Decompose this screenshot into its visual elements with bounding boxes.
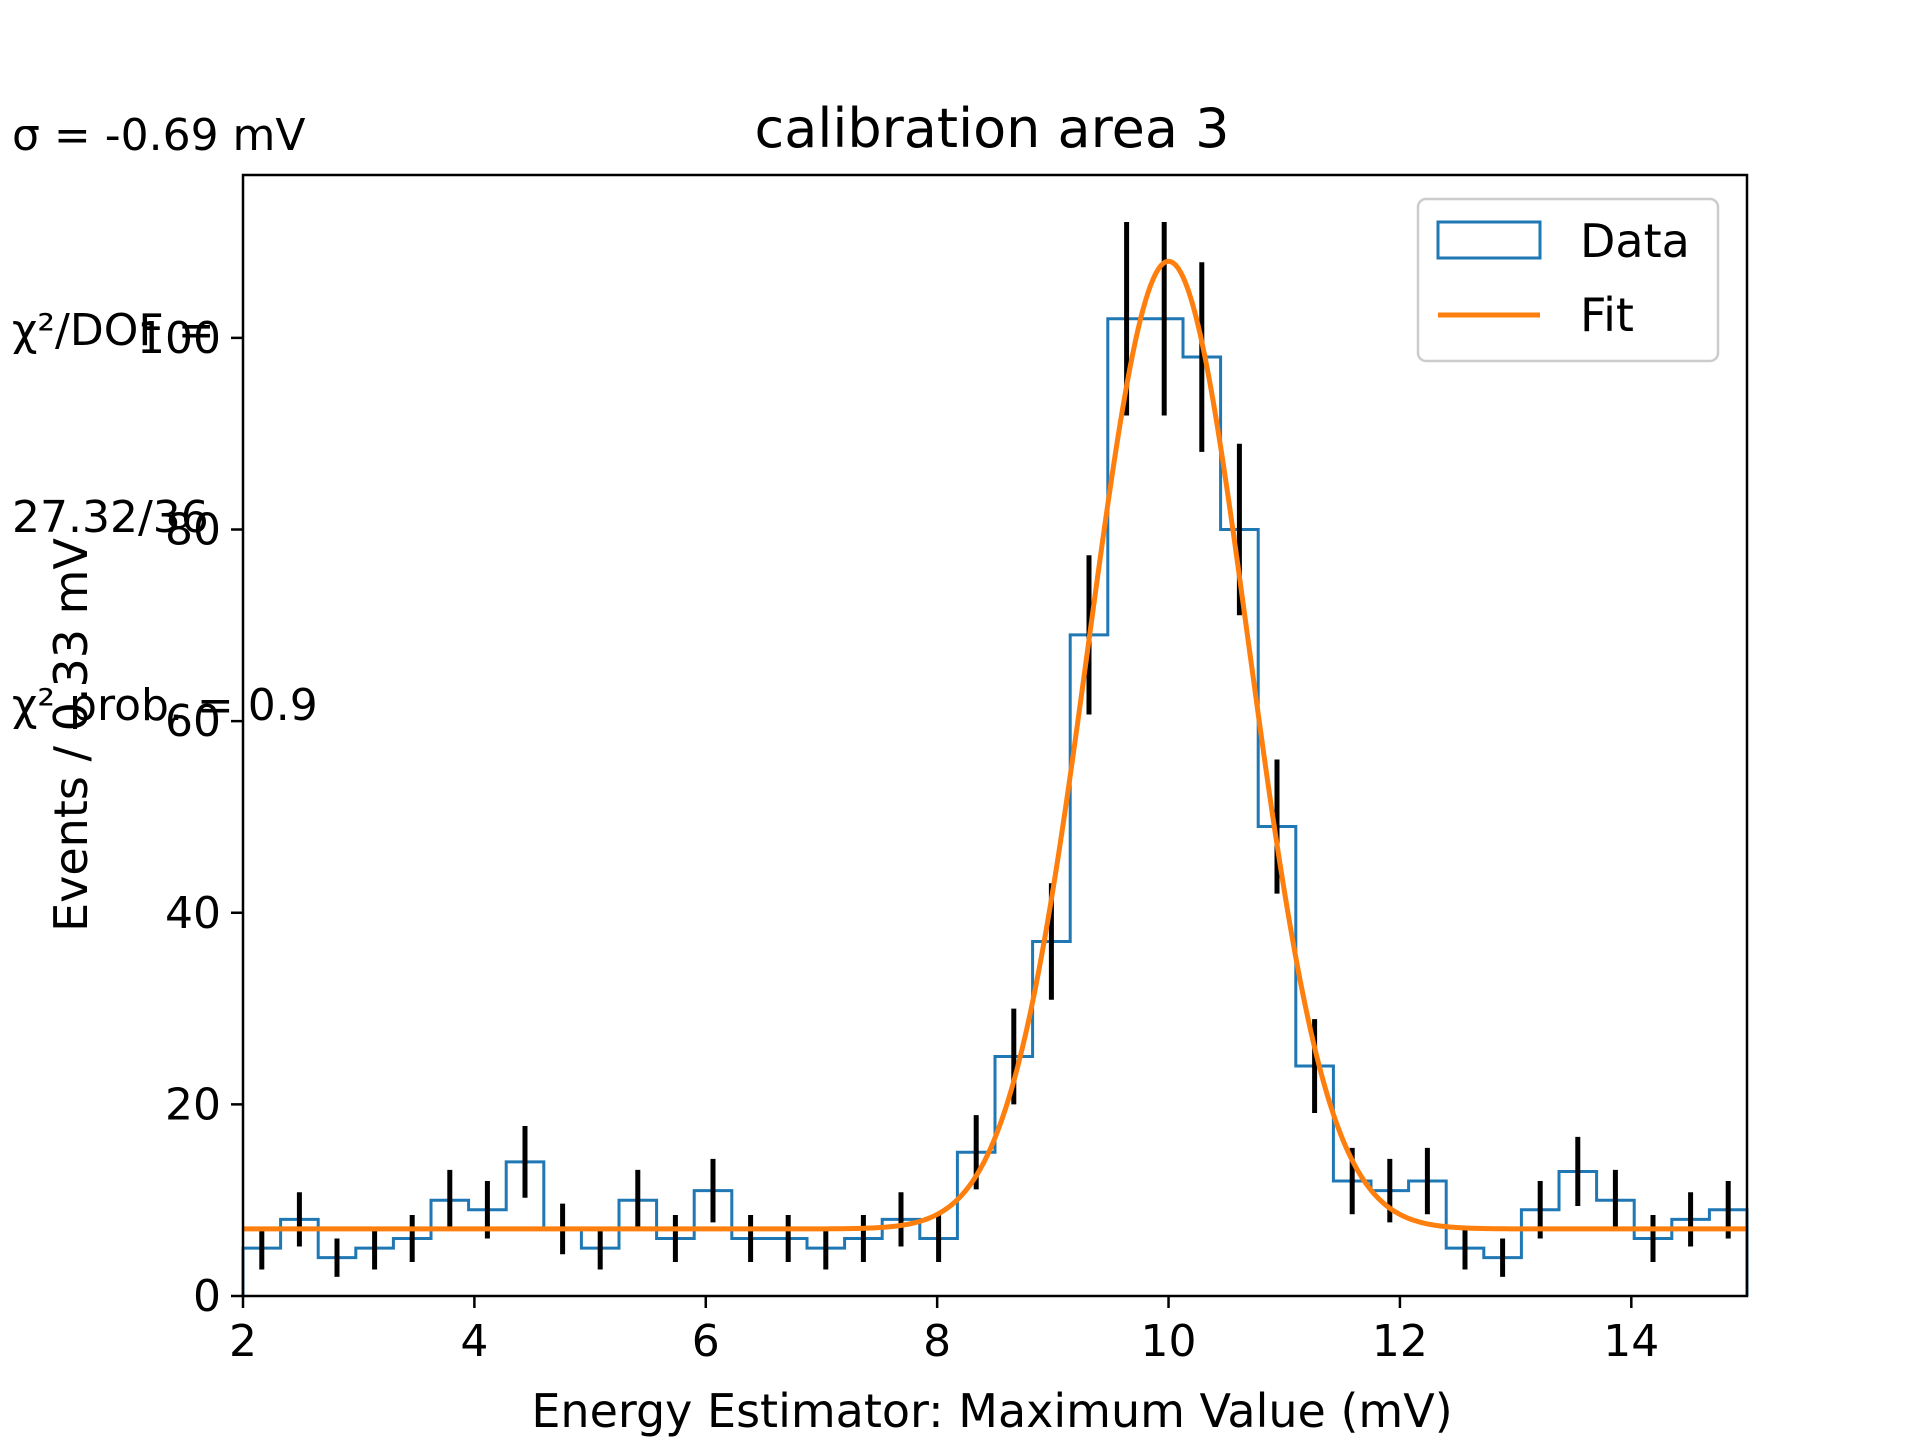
plot-frame bbox=[241, 173, 1749, 1298]
x-tick-label: 10 bbox=[1141, 1316, 1197, 1367]
y-tick-label: 60 bbox=[165, 696, 221, 747]
legend-box bbox=[1416, 197, 1720, 363]
x-tick-label: 4 bbox=[460, 1316, 488, 1367]
chi2-dof-value: 27.32/36 bbox=[12, 492, 209, 543]
legend-fit-label: Fit bbox=[1580, 288, 1634, 342]
y-tick-label: 40 bbox=[165, 888, 221, 939]
chi2-dof-label: χ²/DOF = bbox=[12, 305, 215, 356]
histogram-step bbox=[241, 317, 1749, 1296]
x-tick-label: 14 bbox=[1603, 1316, 1659, 1367]
sigma-annotation: σ = -0.69 mV bbox=[12, 110, 306, 161]
y-tick-label: 80 bbox=[165, 505, 221, 556]
y-tick-label: 0 bbox=[193, 1271, 221, 1322]
x-axis-label: Energy Estimator: Maximum Value (mV) bbox=[531, 1384, 1452, 1438]
x-tick-label: 8 bbox=[923, 1316, 951, 1367]
x-tick-label: 6 bbox=[692, 1316, 720, 1367]
legend-data-swatch bbox=[1436, 220, 1542, 260]
x-tick-label: 2 bbox=[229, 1316, 257, 1367]
legend: Data Fit bbox=[1416, 197, 1720, 363]
y-axis-label: Events / 0.33 mV bbox=[44, 538, 98, 932]
y-tick-label: 100 bbox=[137, 313, 221, 364]
y-tick-label: 20 bbox=[165, 1079, 221, 1130]
fit-curve bbox=[243, 258, 1747, 1232]
chart-title: calibration area 3 bbox=[755, 97, 1230, 160]
chi2-prob-annotation: χ² prob. = 0.9 bbox=[12, 680, 318, 731]
x-tick-label: 12 bbox=[1372, 1316, 1428, 1367]
legend-data-label: Data bbox=[1580, 214, 1690, 268]
